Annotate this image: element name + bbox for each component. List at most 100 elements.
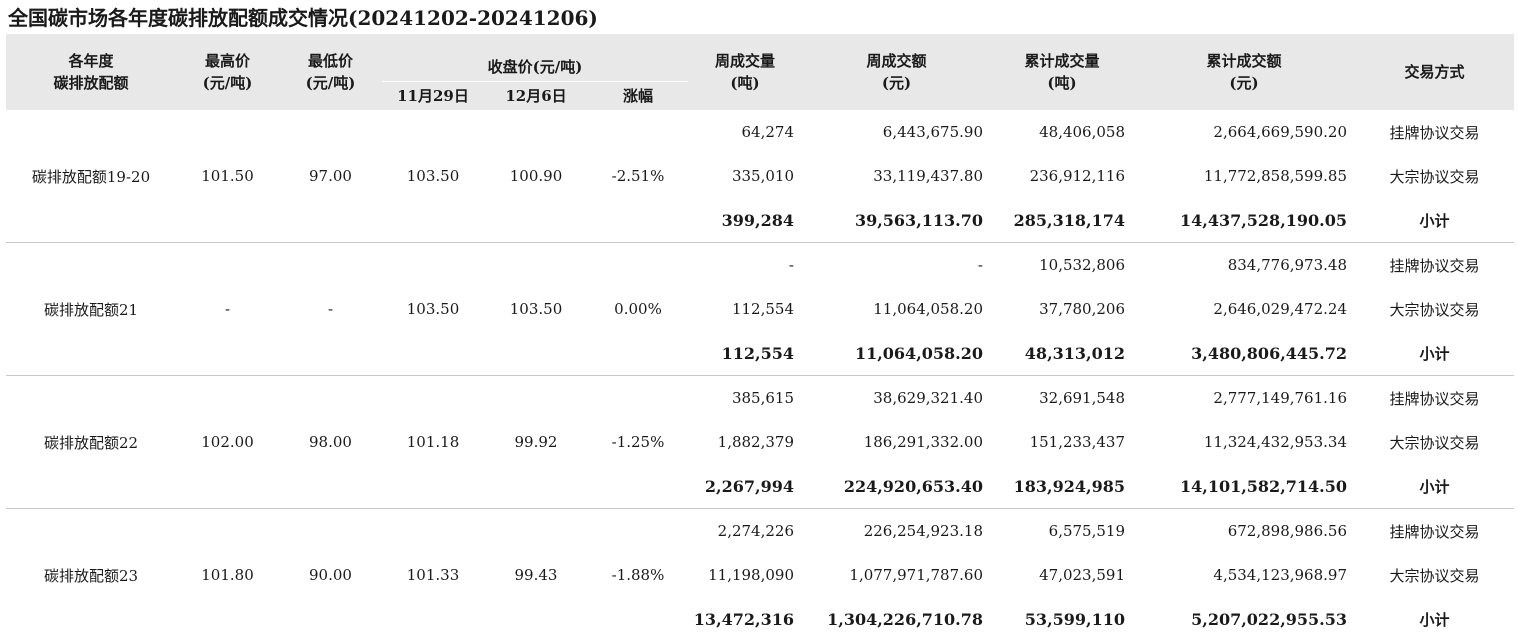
trade-mode-cell: 挂牌协议交易 <box>1355 509 1514 554</box>
week-volume-cell: 112,554 <box>688 331 802 376</box>
low-price-cell: 90.00 <box>279 509 382 641</box>
cum-amount-cell: 11,324,432,953.34 <box>1133 420 1355 464</box>
trade-mode-cell: 挂牌协议交易 <box>1355 110 1514 154</box>
week-amount-cell: 226,254,923.18 <box>802 509 991 554</box>
cum-volume-cell: 48,313,012 <box>991 331 1133 376</box>
cum-amount-cell: 4,534,123,968.97 <box>1133 553 1355 597</box>
trade-mode-cell: 小计 <box>1355 597 1514 641</box>
week-volume-cell: 1,882,379 <box>688 420 802 464</box>
header-high-line1: 最高价 <box>205 52 250 70</box>
header-year-line2: 碳排放配额 <box>53 74 128 92</box>
close-curr-cell: 103.50 <box>484 243 588 376</box>
cum-amount-cell: 2,646,029,472.24 <box>1133 287 1355 331</box>
week-amount-cell: 1,077,971,787.60 <box>802 553 991 597</box>
trade-mode-cell: 小计 <box>1355 331 1514 376</box>
close-curr-cell: 100.90 <box>484 110 588 243</box>
cum-amount-cell: 672,898,986.56 <box>1133 509 1355 554</box>
week-amount-cell: - <box>802 243 991 288</box>
year-label-cell: 碳排放配额21 <box>6 243 176 376</box>
header-close-prev: 11月29日 <box>382 82 484 111</box>
change-cell: -1.88% <box>588 509 688 641</box>
header-cum-amount: 累计成交额 (元) <box>1133 34 1355 110</box>
table-header: 各年度碳排放配额 最高价(元/吨) 最低价(元/吨) 收盘价(元/吨) 周成交量… <box>6 34 1514 110</box>
low-price-cell: 98.00 <box>279 376 382 509</box>
cum-volume-cell: 48,406,058 <box>991 110 1133 154</box>
close-prev-cell: 103.50 <box>382 243 484 376</box>
week-volume-cell: 11,198,090 <box>688 553 802 597</box>
header-year-line1: 各年度 <box>68 52 113 70</box>
header-cum-amount-line1: 累计成交额 <box>1206 52 1281 70</box>
cum-volume-cell: 236,912,116 <box>991 154 1133 198</box>
header-year: 各年度碳排放配额 <box>6 34 176 110</box>
high-price-cell: - <box>176 243 279 376</box>
cum-amount-cell: 14,101,582,714.50 <box>1133 464 1355 509</box>
cum-volume-cell: 183,924,985 <box>991 464 1133 509</box>
trade-mode-cell: 小计 <box>1355 464 1514 509</box>
header-cum-volume-line2: (吨) <box>1047 74 1076 92</box>
year-label-cell: 碳排放配额19-20 <box>6 110 176 243</box>
cum-amount-cell: 834,776,973.48 <box>1133 243 1355 288</box>
week-amount-cell: 38,629,321.40 <box>802 376 991 421</box>
high-price-cell: 101.50 <box>176 110 279 243</box>
week-amount-cell: 11,064,058.20 <box>802 287 991 331</box>
header-week-amount: 周成交额 (元) <box>802 34 991 110</box>
close-curr-cell: 99.43 <box>484 509 588 641</box>
week-volume-cell: 385,615 <box>688 376 802 421</box>
close-curr-cell: 99.92 <box>484 376 588 509</box>
carbon-trading-table: 各年度碳排放配额 最高价(元/吨) 最低价(元/吨) 收盘价(元/吨) 周成交量… <box>6 34 1514 641</box>
change-cell: -2.51% <box>588 110 688 243</box>
cum-amount-cell: 3,480,806,445.72 <box>1133 331 1355 376</box>
cum-amount-cell: 14,437,528,190.05 <box>1133 198 1355 243</box>
close-prev-cell: 101.33 <box>382 509 484 641</box>
cum-volume-cell: 47,023,591 <box>991 553 1133 597</box>
week-volume-cell: 2,274,226 <box>688 509 802 554</box>
header-high-line2: (元/吨) <box>203 74 253 92</box>
year-label-cell: 碳排放配额22 <box>6 376 176 509</box>
header-close-curr: 12月6日 <box>484 82 588 111</box>
high-price-cell: 102.00 <box>176 376 279 509</box>
week-amount-cell: 1,304,226,710.78 <box>802 597 991 641</box>
trade-mode-cell: 挂牌协议交易 <box>1355 376 1514 421</box>
change-cell: 0.00% <box>588 243 688 376</box>
trade-mode-cell: 小计 <box>1355 198 1514 243</box>
close-prev-cell: 103.50 <box>382 110 484 243</box>
trade-mode-cell: 挂牌协议交易 <box>1355 243 1514 288</box>
header-week-volume: 周成交量(吨) <box>688 34 802 110</box>
header-week-amount-line1: 周成交额 <box>866 52 926 70</box>
week-volume-cell: 2,267,994 <box>688 464 802 509</box>
cum-volume-cell: 6,575,519 <box>991 509 1133 554</box>
header-change: 涨幅 <box>588 82 688 111</box>
header-week-volume-line2: (吨) <box>730 74 759 92</box>
cum-amount-cell: 2,777,149,761.16 <box>1133 376 1355 421</box>
cum-volume-cell: 32,691,548 <box>991 376 1133 421</box>
cum-amount-cell: 5,207,022,955.53 <box>1133 597 1355 641</box>
header-high-price: 最高价 (元/吨) <box>176 34 279 110</box>
header-week-amount-line2: (元) <box>882 74 911 92</box>
low-price-cell: - <box>279 243 382 376</box>
week-amount-cell: 39,563,113.70 <box>802 198 991 243</box>
header-low-line1: 最低价 <box>308 52 353 70</box>
cum-volume-cell: 53,599,110 <box>991 597 1133 641</box>
week-volume-cell: 399,284 <box>688 198 802 243</box>
trade-mode-cell: 大宗协议交易 <box>1355 154 1514 198</box>
week-amount-cell: 224,920,653.40 <box>802 464 991 509</box>
change-cell: -1.25% <box>588 376 688 509</box>
page-title: 全国碳市场各年度碳排放配额成交情况(20241202-20241206) <box>8 3 598 33</box>
header-trade-mode: 交易方式 <box>1355 34 1514 110</box>
week-volume-cell: 13,472,316 <box>688 597 802 641</box>
week-amount-cell: 6,443,675.90 <box>802 110 991 154</box>
cum-volume-cell: 37,780,206 <box>991 287 1133 331</box>
header-low-price: 最低价(元/吨) <box>279 34 382 110</box>
year-label-cell: 碳排放配额23 <box>6 509 176 641</box>
close-prev-cell: 101.18 <box>382 376 484 509</box>
cum-volume-cell: 285,318,174 <box>991 198 1133 243</box>
trade-mode-cell: 大宗协议交易 <box>1355 420 1514 464</box>
week-volume-cell: 112,554 <box>688 287 802 331</box>
header-cum-volume: 累计成交量(吨) <box>991 34 1133 110</box>
header-cum-amount-line2: (元) <box>1229 74 1258 92</box>
week-amount-cell: 186,291,332.00 <box>802 420 991 464</box>
